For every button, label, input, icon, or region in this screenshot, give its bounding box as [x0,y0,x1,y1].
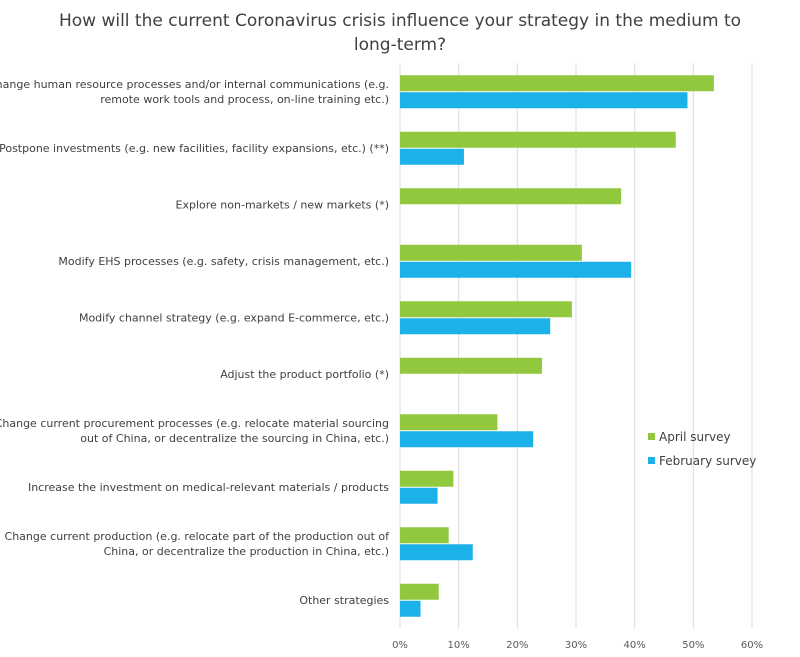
legend-swatch [648,433,655,440]
category-label: out of China, or decentralize the sourci… [80,432,389,445]
bar-april-survey [400,75,714,92]
x-tick-label: 50% [682,640,704,651]
legend-swatch [648,457,655,464]
bar-april-survey [400,583,439,600]
category-label: Adjust the product portfolio (*) [220,368,389,381]
category-label: Change human resource processes and/or i… [0,78,389,91]
bar-april-survey [400,188,622,205]
category-label: Explore non-markets / new markets (*) [176,198,389,211]
legend-label: February survey [659,454,756,468]
bar-february-survey [400,318,551,335]
bar-april-survey [400,131,676,148]
category-label: Change current procurement processes (e.… [0,417,389,430]
category-label: Increase the investment on medical-relev… [28,481,389,494]
x-axis-tick-labels: 0% 10% 20% 30% 40% 50% 60% [392,640,763,651]
chart-title: How will the current Coronavirus crisis … [59,11,741,55]
bar-february-survey [400,487,438,504]
bar-april-survey [400,301,572,318]
bars [400,75,714,617]
bar-april-survey [400,357,542,374]
legend: April survey February survey [648,430,756,468]
x-tick-label: 10% [448,640,470,651]
bar-february-survey [400,600,421,617]
bar-february-survey [400,148,464,165]
bar-february-survey [400,261,632,278]
x-tick-label: 30% [565,640,587,651]
bar-april-survey [400,470,454,487]
chart-title-line: How will the current Coronavirus crisis … [59,11,741,31]
category-label: Modify EHS processes (e.g. safety, crisi… [58,255,389,268]
x-tick-label: 60% [741,640,763,651]
x-tick-label: 20% [506,640,528,651]
category-label: Postpone investments (e.g. new facilitie… [0,142,389,155]
chart-title-line: long-term? [354,35,446,55]
bar-april-survey [400,244,582,261]
x-tick-label: 0% [392,640,408,651]
legend-label: April survey [659,430,731,444]
category-labels: Change human resource processes and/or i… [0,78,390,607]
category-label: China, or decentralize the production in… [104,545,389,558]
category-label: Other strategies [299,594,389,607]
category-label: Change current production (e.g. relocate… [5,530,391,543]
category-label: Modify channel strategy (e.g. expand E-c… [79,311,389,324]
bar-february-survey [400,431,534,448]
bar-april-survey [400,527,449,544]
bar-february-survey [400,92,688,109]
category-label: remote work tools and process, on-line t… [100,93,389,106]
bar-april-survey [400,414,498,431]
x-tick-label: 40% [624,640,646,651]
bar-february-survey [400,544,473,561]
